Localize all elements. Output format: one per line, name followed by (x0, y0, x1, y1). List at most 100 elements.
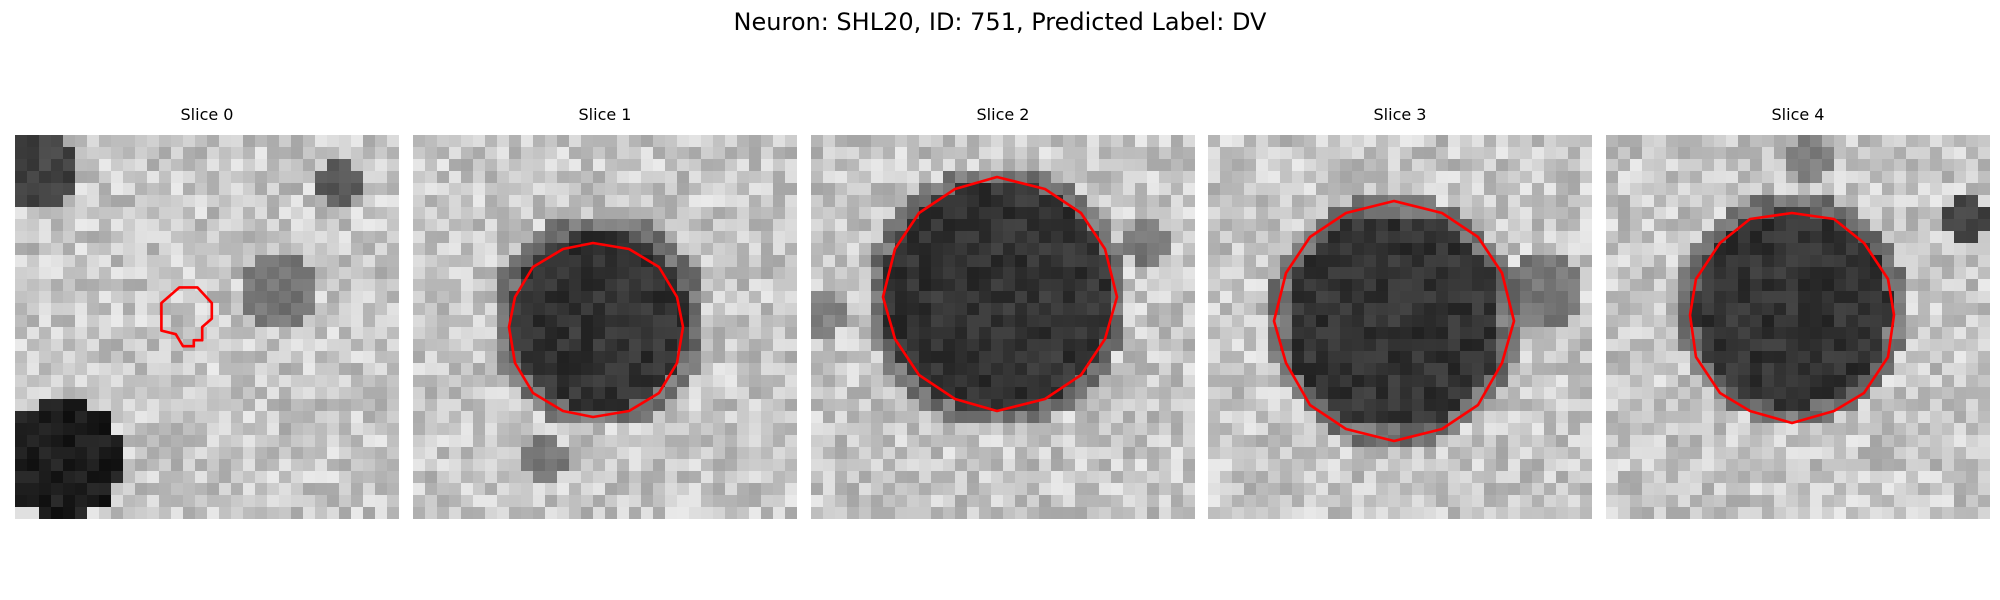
image-pixel (761, 471, 774, 484)
image-pixel (581, 159, 594, 172)
image-pixel (473, 375, 486, 388)
image-pixel (665, 435, 678, 448)
image-pixel (1568, 171, 1581, 184)
image-pixel (859, 315, 872, 328)
image-pixel (521, 231, 534, 244)
image-pixel (1906, 219, 1919, 232)
image-pixel (63, 231, 76, 244)
image-pixel (569, 459, 582, 472)
image-pixel (1352, 411, 1365, 424)
image-pixel (1244, 387, 1257, 400)
image-pixel (1015, 375, 1028, 388)
image-pixel (351, 231, 364, 244)
image-pixel (1930, 291, 1943, 304)
image-pixel (1364, 171, 1377, 184)
image-pixel (1846, 159, 1859, 172)
image-pixel (449, 327, 462, 340)
image-pixel (1364, 447, 1377, 460)
image-pixel (147, 447, 160, 460)
image-pixel (123, 339, 136, 352)
image-pixel (437, 435, 450, 448)
image-pixel (1942, 135, 1955, 148)
image-pixel (943, 495, 956, 508)
image-pixel (413, 195, 426, 208)
image-pixel (291, 183, 304, 196)
image-pixel (1424, 303, 1437, 316)
image-pixel (159, 435, 172, 448)
image-pixel (1690, 255, 1703, 268)
image-pixel (569, 327, 582, 340)
image-pixel (413, 279, 426, 292)
image-pixel (737, 183, 750, 196)
image-pixel (1436, 291, 1449, 304)
image-pixel (1738, 135, 1751, 148)
image-pixel (437, 459, 450, 472)
image-pixel (63, 195, 76, 208)
image-pixel (593, 195, 606, 208)
image-pixel (1171, 267, 1184, 280)
image-pixel (629, 495, 642, 508)
image-pixel (39, 471, 52, 484)
image-pixel (605, 255, 618, 268)
image-pixel (1412, 291, 1425, 304)
image-pixel (545, 135, 558, 148)
image-pixel (1099, 231, 1112, 244)
image-pixel (99, 399, 112, 412)
image-pixel (279, 135, 292, 148)
image-pixel (883, 135, 896, 148)
image-pixel (99, 219, 112, 232)
image-pixel (75, 411, 88, 424)
image-pixel (581, 327, 594, 340)
image-pixel (473, 291, 486, 304)
image-pixel (1472, 363, 1485, 376)
image-pixel (1376, 339, 1389, 352)
image-pixel (1580, 147, 1592, 160)
image-pixel (375, 231, 388, 244)
image-pixel (859, 339, 872, 352)
image-pixel (1412, 423, 1425, 436)
image-pixel (1678, 159, 1691, 172)
image-pixel (147, 435, 160, 448)
image-pixel (99, 375, 112, 388)
image-pixel (99, 315, 112, 328)
image-pixel (1400, 351, 1413, 364)
image-pixel (425, 411, 438, 424)
image-pixel (51, 195, 64, 208)
image-pixel (1642, 171, 1655, 184)
image-pixel (931, 447, 944, 460)
image-pixel (461, 399, 474, 412)
image-pixel (1292, 495, 1305, 508)
image-pixel (1472, 279, 1485, 292)
image-pixel (267, 339, 280, 352)
image-pixel (1256, 327, 1269, 340)
image-pixel (1171, 363, 1184, 376)
image-pixel (27, 483, 40, 496)
image-pixel (75, 171, 88, 184)
image-pixel (1352, 183, 1365, 196)
image-pixel (737, 243, 750, 256)
image-pixel (943, 207, 956, 220)
image-pixel (1376, 399, 1389, 412)
image-pixel (569, 303, 582, 316)
image-pixel (1472, 183, 1485, 196)
image-pixel (545, 207, 558, 220)
image-pixel (1726, 363, 1739, 376)
image-pixel (387, 507, 399, 519)
image-pixel (159, 207, 172, 220)
image-pixel (1268, 375, 1281, 388)
image-pixel (1606, 411, 1619, 424)
image-pixel (955, 243, 968, 256)
image-pixel (1364, 495, 1377, 508)
image-pixel (581, 435, 594, 448)
image-pixel (895, 267, 908, 280)
image-pixel (1858, 255, 1871, 268)
image-pixel (1508, 423, 1521, 436)
image-pixel (1846, 423, 1859, 436)
image-pixel (785, 291, 797, 304)
image-pixel (1304, 387, 1317, 400)
image-pixel (1858, 195, 1871, 208)
image-pixel (1340, 471, 1353, 484)
image-pixel (991, 195, 1004, 208)
image-pixel (159, 267, 172, 280)
image-pixel (761, 231, 774, 244)
